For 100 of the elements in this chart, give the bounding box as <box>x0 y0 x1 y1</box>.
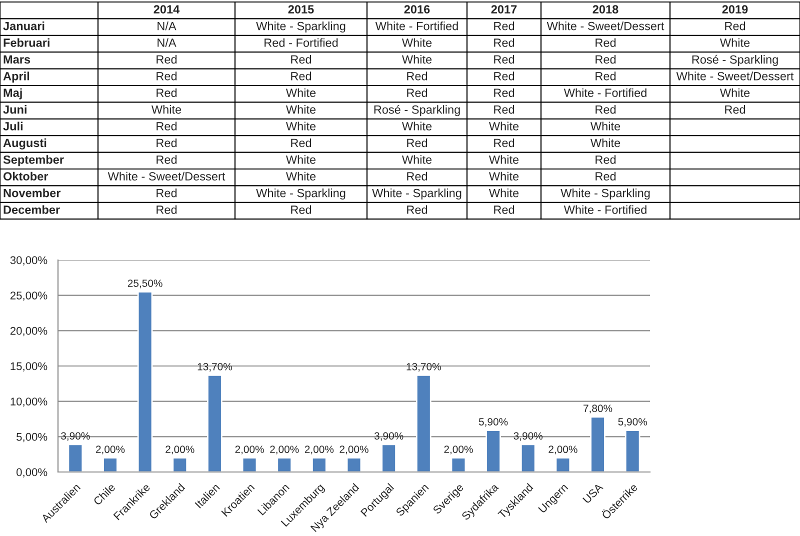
category-label: Oktober <box>3 172 48 181</box>
bar <box>486 430 501 472</box>
data-label: 2,00% <box>166 446 194 454</box>
category-label: Mars <box>4 55 30 64</box>
text: White <box>286 155 316 164</box>
text: Red <box>494 22 514 30</box>
text: White <box>286 105 316 114</box>
x-tick-label: USA <box>582 482 604 504</box>
text: White <box>286 88 316 98</box>
y-tick-label: 0,00% <box>16 468 48 478</box>
text: Red <box>494 205 514 214</box>
text: Red <box>156 88 177 98</box>
text: Red <box>407 88 428 98</box>
text: White - Sparkling <box>256 22 346 33</box>
text: Red <box>494 72 514 80</box>
text: White <box>286 122 316 130</box>
bar <box>624 430 640 472</box>
data-label: 5,90% <box>478 418 508 427</box>
text: Red <box>407 205 428 214</box>
text: White - Sparkling <box>372 188 462 200</box>
text: Red <box>407 138 428 148</box>
y-tick-label: 30,00% <box>10 256 48 266</box>
y-tick-label: 10,00% <box>10 398 48 407</box>
text: White <box>286 172 316 181</box>
text: N/A <box>158 38 176 47</box>
bar <box>450 457 466 472</box>
data-label: 3,90% <box>61 432 90 441</box>
text: White <box>402 155 432 164</box>
text: Red <box>156 54 177 64</box>
bar <box>520 444 536 472</box>
category-label: Augusti <box>3 138 46 150</box>
text: Red <box>725 22 746 30</box>
data-label: 25,50% <box>128 280 162 288</box>
text: Red <box>156 138 177 148</box>
category-label: September <box>3 155 64 166</box>
text: Red - Fortified <box>264 38 338 47</box>
text: White - Fortified <box>564 205 646 214</box>
data-label: 2,00% <box>304 446 334 454</box>
text: Red <box>596 155 616 164</box>
y-tick-label: 25,00% <box>10 292 48 301</box>
text: White <box>590 138 620 148</box>
text: Red <box>494 105 514 114</box>
category-label: Juni <box>3 105 26 114</box>
data-label: 3,90% <box>514 432 543 441</box>
text: Red <box>291 72 312 80</box>
text: White - Sweet/Dessert <box>546 22 664 30</box>
bar <box>590 416 606 472</box>
category-label: Februari <box>4 38 50 47</box>
bar <box>416 374 432 472</box>
text: Red <box>156 122 177 130</box>
bar <box>242 457 258 472</box>
text: Red <box>291 138 312 148</box>
text: White <box>151 105 182 114</box>
category-label: April <box>3 72 30 83</box>
data-label: 13,70% <box>198 362 232 372</box>
text: Red <box>156 72 177 80</box>
bar <box>102 457 118 472</box>
text: White <box>402 38 432 47</box>
data-label: 2,00% <box>235 446 264 454</box>
bar <box>68 444 84 472</box>
bar <box>346 457 362 472</box>
text: White - Fortified <box>375 22 458 30</box>
bar <box>276 457 292 472</box>
bar <box>312 457 327 472</box>
text: Red <box>291 205 312 214</box>
text: Red <box>596 172 616 181</box>
y-tick-label: 15,00% <box>10 362 48 372</box>
text: Red <box>494 138 514 148</box>
bar <box>137 291 153 472</box>
text: White - Sweet/Dessert <box>676 72 794 80</box>
category-label: Januari <box>3 22 44 30</box>
text: White <box>402 122 432 130</box>
bar <box>172 457 188 472</box>
text: N/A <box>158 22 176 30</box>
category-label: 2016 <box>404 5 430 14</box>
y-tick-label: 5,00% <box>16 432 48 442</box>
bar <box>381 444 396 472</box>
data-label: 2,00% <box>270 446 299 454</box>
data-label: 7,80% <box>584 404 612 414</box>
text: White - Fortified <box>564 88 646 98</box>
text: White <box>720 38 750 47</box>
category-label: Juli <box>3 122 22 130</box>
category-label: 2019 <box>722 5 748 14</box>
data-label: 5,90% <box>618 418 647 427</box>
text: Red <box>596 72 616 80</box>
category-label: 2014 <box>154 5 180 14</box>
category-label: December <box>4 205 60 214</box>
data-label: 3,90% <box>374 432 404 441</box>
text: White <box>590 122 620 130</box>
text: White - Sparkling <box>256 188 346 200</box>
text: Rosé - Sparkling <box>692 54 778 66</box>
text: Red <box>725 105 746 114</box>
text: Red <box>494 38 514 47</box>
text: White <box>488 188 519 198</box>
text: White <box>720 88 750 98</box>
text: Red <box>494 54 514 64</box>
category-label: Maj <box>4 88 22 100</box>
data-label: 2,00% <box>548 446 578 454</box>
data-label: 2,00% <box>340 446 368 454</box>
text: Red <box>156 155 177 164</box>
